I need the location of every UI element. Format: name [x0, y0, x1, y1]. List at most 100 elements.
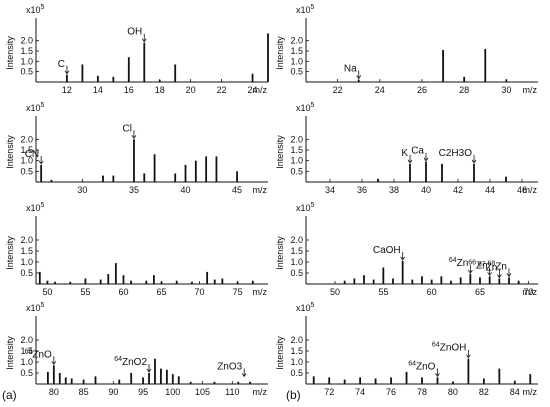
- peak-bar: [54, 281, 56, 284]
- peak-bar: [213, 279, 216, 284]
- x-tick-label: 12: [62, 85, 72, 95]
- peak-bar: [251, 280, 254, 284]
- y-tick-label: 0.5: [20, 67, 33, 77]
- peak-bar: [513, 380, 516, 384]
- peak-bar: [505, 176, 507, 182]
- peak-bar: [421, 377, 423, 384]
- peak-bar: [505, 79, 508, 82]
- annotation-arrowhead: [146, 368, 152, 373]
- peak-bar: [81, 64, 84, 82]
- peak-bar: [529, 374, 532, 384]
- peak-annotation: Na: [344, 64, 357, 75]
- y-tick-label: 1.5: [290, 145, 303, 155]
- peak-bar: [58, 373, 61, 384]
- x-tick-label: 60: [427, 287, 437, 297]
- peak-bar: [96, 75, 99, 82]
- spectrum-panel: 0.51.01.52.0 34 36 38 40 42 44 46m/z Intensity x1…: [275, 102, 538, 195]
- x-tick-label: 82: [479, 387, 489, 397]
- peak-bar: [205, 156, 208, 182]
- x-tick-label: 22: [217, 85, 227, 95]
- peak-bar: [452, 381, 454, 384]
- y-tick-label: 2.0: [20, 36, 33, 46]
- peak-bar: [463, 76, 466, 82]
- x-tick-label: 50: [42, 287, 52, 297]
- y-tick-label: 1.0: [20, 357, 33, 367]
- peak-bar: [118, 379, 121, 384]
- peak-bar: [171, 374, 174, 384]
- peak-bar: [374, 378, 377, 384]
- peak-bar: [251, 73, 254, 82]
- x-tick-label: 42: [453, 185, 463, 195]
- x-tick-label: 65: [475, 287, 485, 297]
- x-axis-unit: m/z: [253, 85, 268, 95]
- y-tick-label: 1.0: [290, 257, 303, 267]
- peak-bar: [177, 376, 180, 384]
- y-axis-label: Intensity: [275, 36, 285, 70]
- x-tick-label: 75: [233, 287, 243, 297]
- x-tick-label: 40: [421, 185, 431, 195]
- annotation-arrowhead: [506, 273, 512, 278]
- peak-bar: [405, 371, 408, 384]
- peak-bar: [249, 381, 252, 384]
- peak-bar: [122, 275, 125, 284]
- panel-label-b: (b): [286, 388, 301, 402]
- annotation-arrowhead: [141, 38, 147, 43]
- peak-bar: [133, 139, 135, 182]
- peak-bar: [450, 280, 452, 284]
- peak-bar: [191, 281, 193, 284]
- x-tick-label: 85: [79, 387, 89, 397]
- peak-bar: [165, 369, 168, 384]
- x-axis-unit: m/z: [253, 387, 268, 397]
- annotation-arrowhead: [468, 269, 473, 274]
- y-tick-label: 1.0: [290, 357, 303, 367]
- peak-bar: [363, 275, 365, 284]
- x-tick-label: 55: [80, 287, 90, 297]
- x-tick-label: 14: [93, 85, 103, 95]
- x-tick-label: 65: [157, 287, 167, 297]
- peak-bar: [382, 267, 385, 284]
- peak-annotation: 67Zn: [478, 262, 497, 274]
- peak-bar: [390, 377, 392, 384]
- annotation-arrowhead: [241, 373, 247, 378]
- peak-bar: [215, 156, 218, 182]
- spectrum-panel: 0.51.01.52.0 12 14 16 18 20 22 24m/z Intensity x1…: [5, 4, 269, 95]
- peak-bar: [64, 377, 67, 384]
- y-tick-label: 1.5: [20, 246, 33, 256]
- peak-bar: [194, 160, 197, 182]
- x-tick-label: 22: [333, 85, 343, 95]
- y-axis-label: Intensity: [275, 336, 285, 370]
- annotation-arrowhead: [497, 274, 502, 279]
- panel-label-a: (a): [2, 388, 17, 402]
- y-scale-exponent: x105: [296, 202, 315, 213]
- spectrum-panel: 0.51.01.52.0 80 85 90 95 100 105 110 m/z Intensit…: [5, 302, 268, 397]
- x-axis-unit: m/z: [523, 287, 538, 297]
- y-tick-label: 1.5: [290, 346, 303, 356]
- x-tick-label: 80: [448, 387, 458, 397]
- peak-annotation: Ca: [411, 146, 424, 157]
- y-axis-label: Intensity: [5, 36, 15, 70]
- x-tick-label: 35: [129, 185, 139, 195]
- annotation-arrowhead: [407, 159, 413, 164]
- peak-bar: [377, 178, 379, 182]
- peak-annotation: 66Zn: [468, 259, 487, 271]
- peak-bar: [114, 263, 117, 284]
- peak-bar: [392, 278, 394, 284]
- peak-bar: [498, 368, 501, 384]
- peak-bar: [343, 379, 346, 384]
- y-tick-label: 2.0: [20, 335, 33, 345]
- peak-bar: [482, 378, 485, 384]
- y-tick-label: 2.0: [20, 134, 33, 144]
- x-tick-label: 70: [195, 287, 205, 297]
- y-tick-label: 1.0: [20, 56, 33, 66]
- peak-bar: [459, 277, 462, 284]
- peak-bar: [94, 376, 97, 384]
- y-axis-label: Intensity: [275, 135, 285, 169]
- y-tick-label: 1.0: [20, 156, 33, 166]
- peak-bar: [102, 175, 104, 182]
- y-scale-exponent: x105: [26, 202, 45, 213]
- peak-annotation: 64ZnOH: [432, 342, 466, 354]
- peak-annotation: Cl: [123, 123, 132, 134]
- y-tick-label: 1.5: [290, 246, 303, 256]
- annotation-arrowhead: [466, 354, 471, 359]
- y-tick-label: 0.5: [20, 368, 33, 378]
